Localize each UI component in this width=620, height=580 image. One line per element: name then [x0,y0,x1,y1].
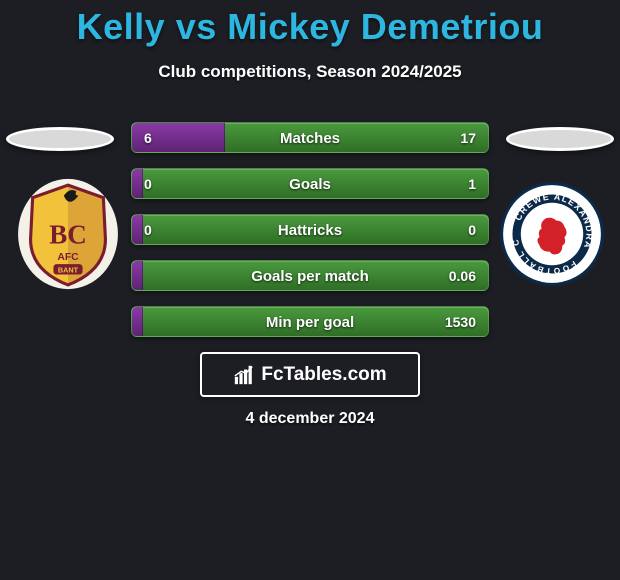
stat-label: Goals [132,169,488,198]
stat-label: Matches [132,123,488,152]
stats-container: 6Matches170Goals10Hattricks0Goals per ma… [131,122,489,352]
brand-box[interactable]: FcTables.com [200,352,420,397]
player-marker-left [6,127,114,151]
svg-text:AFC: AFC [57,252,79,263]
chart-icon [233,364,255,386]
stat-right-value: 1530 [445,307,476,336]
stat-row: 0Goals1 [131,168,489,199]
club-crest-right: CREWE ALEXANDRA FOOTBALL CLUB [500,176,604,292]
stat-label: Min per goal [132,307,488,336]
page-title: Kelly vs Mickey Demetriou [0,0,620,48]
stat-right-value: 17 [460,123,476,152]
stat-row: 0Hattricks0 [131,214,489,245]
player-marker-right [506,127,614,151]
date-label: 4 december 2024 [0,410,620,428]
stat-right-value: 0 [468,215,476,244]
stat-row: Goals per match0.06 [131,260,489,291]
brand-label: FcTables.com [261,364,386,386]
stat-right-value: 0.06 [449,261,476,290]
stat-row: 6Matches17 [131,122,489,153]
stat-label: Goals per match [132,261,488,290]
svg-text:BC: BC [49,219,87,249]
club-crest-left: BC AFC BANT [16,176,120,292]
svg-text:BANT: BANT [58,265,79,274]
stat-label: Hattricks [132,215,488,244]
stat-right-value: 1 [468,169,476,198]
stat-row: Min per goal1530 [131,306,489,337]
subtitle: Club competitions, Season 2024/2025 [0,62,620,82]
